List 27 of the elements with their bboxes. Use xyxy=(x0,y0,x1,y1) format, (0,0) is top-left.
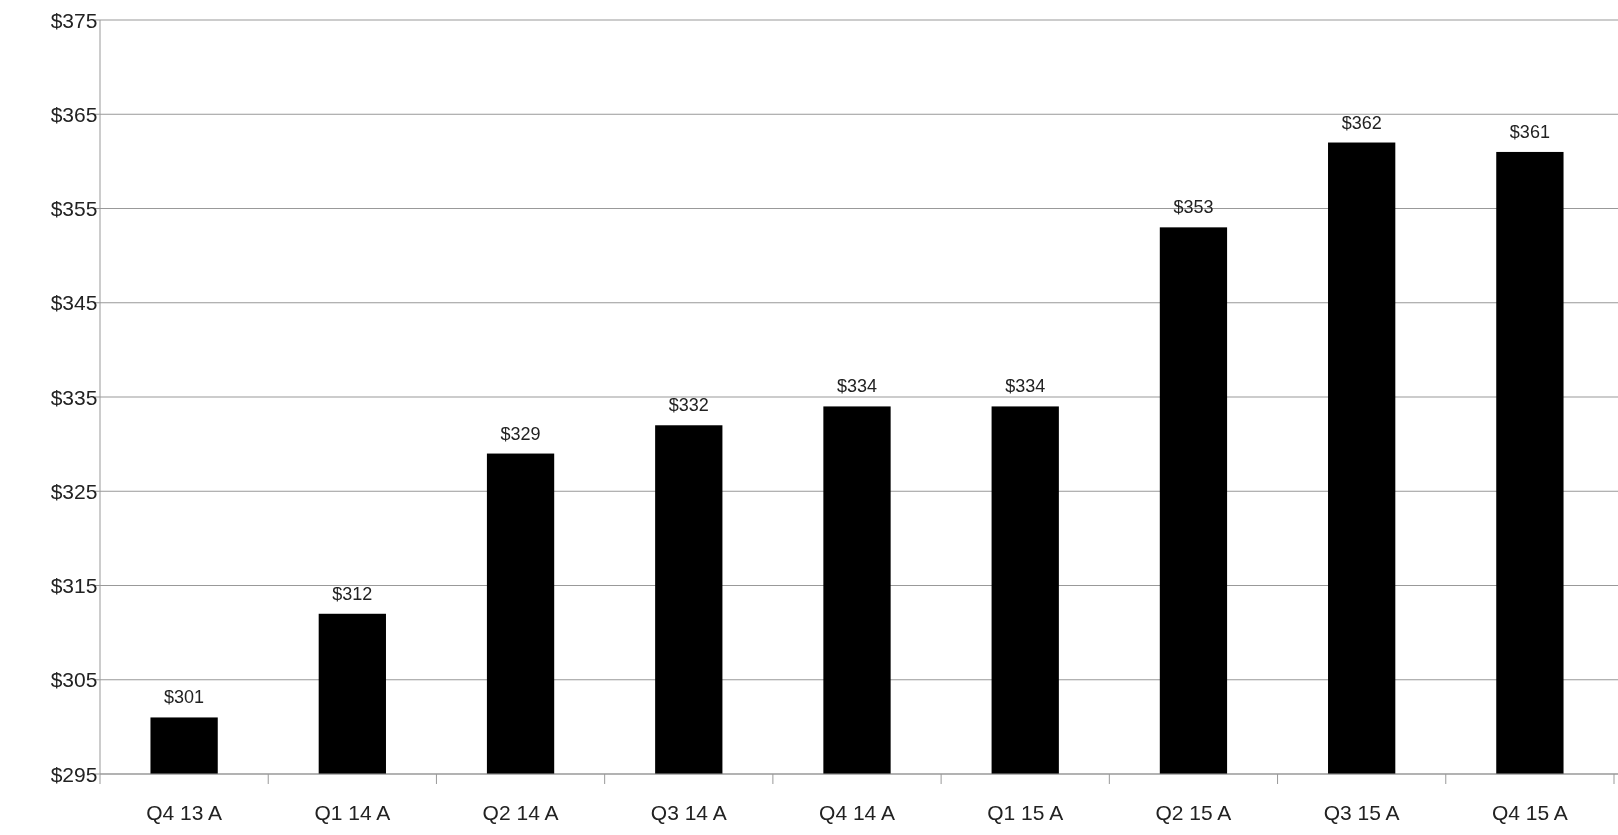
x-tick-label: Q4 14 A xyxy=(819,801,895,824)
data-label: $353 xyxy=(1173,197,1214,218)
y-tick-label: $375 xyxy=(50,8,98,32)
y-tick-label: $315 xyxy=(50,574,98,597)
data-label: $334 xyxy=(1005,376,1046,397)
data-label: $329 xyxy=(500,423,541,444)
y-tick-label: $305 xyxy=(50,668,98,692)
data-label: $312 xyxy=(332,583,373,604)
data-label: $301 xyxy=(164,687,205,708)
y-tick-label: $335 xyxy=(50,385,98,409)
x-tick-label: Q2 15 A xyxy=(1155,801,1232,824)
x-tick-label: Q2 14 A xyxy=(482,801,559,824)
y-tick-label: $325 xyxy=(50,479,98,503)
x-tick-label: Q4 15 A xyxy=(1491,801,1568,824)
y-tick-label: $355 xyxy=(50,197,98,220)
x-tick-label: Q4 13 A xyxy=(146,801,223,824)
x-tick-label: Q1 14 A xyxy=(314,801,391,824)
x-tick-label: Q3 14 A xyxy=(650,801,727,824)
x-tick-label: Q3 15 A xyxy=(1323,801,1400,824)
y-tick-label: $365 xyxy=(50,102,98,126)
data-label: $334 xyxy=(836,376,878,397)
y-tick-label: $295 xyxy=(50,762,98,786)
y-tick-label: $345 xyxy=(50,291,98,315)
data-label: $362 xyxy=(1341,112,1382,133)
x-tick-label: Q1 15 A xyxy=(987,801,1064,824)
data-label: $332 xyxy=(668,395,709,416)
data-label: $361 xyxy=(1509,121,1550,142)
